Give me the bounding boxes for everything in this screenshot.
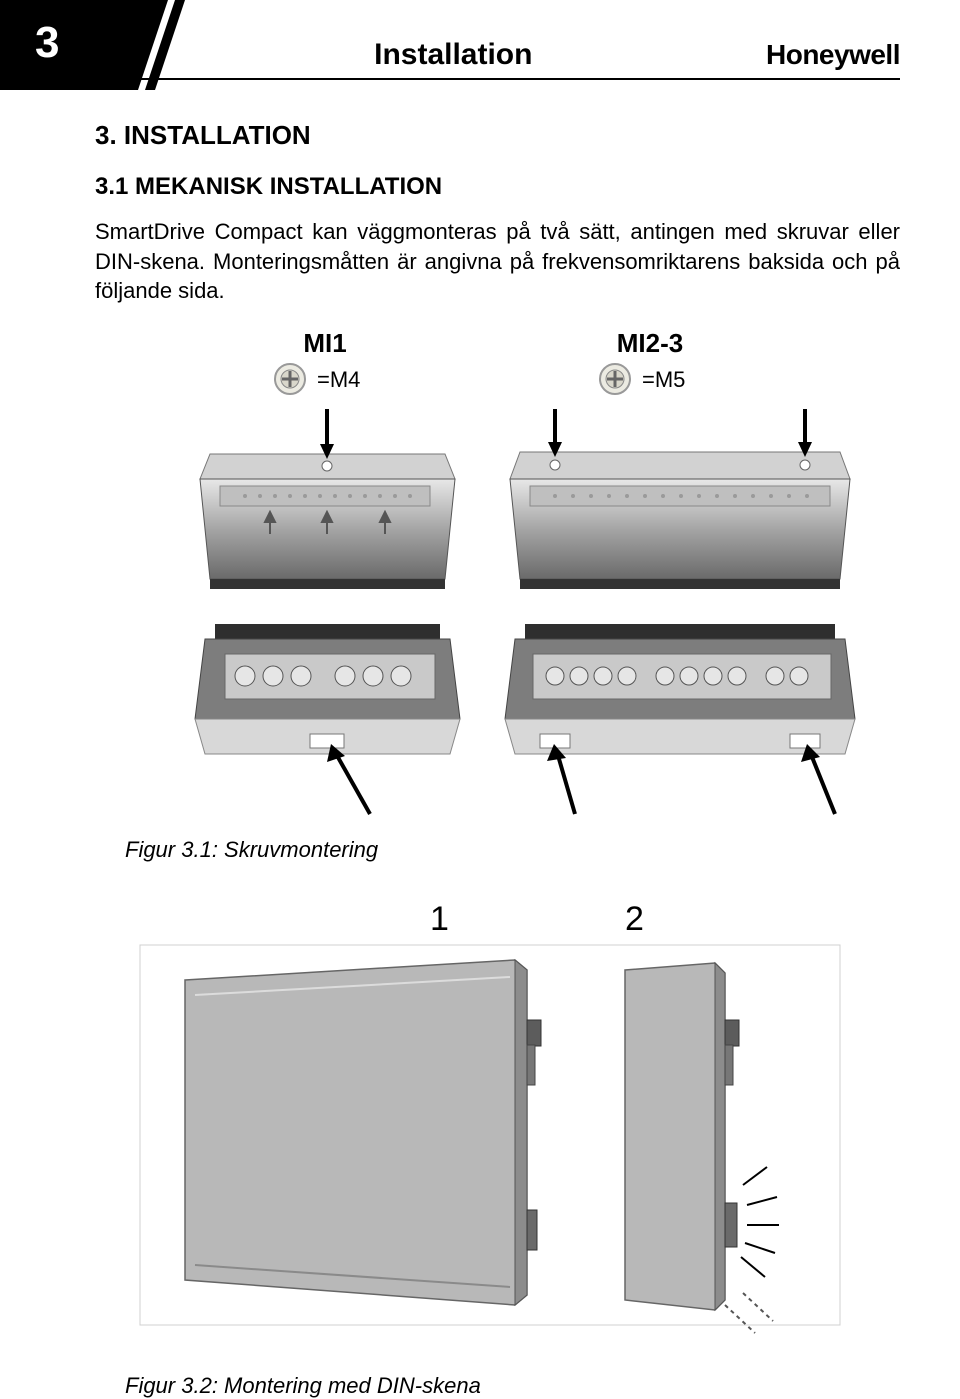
fig1-right-screw: =M5 [642, 367, 685, 392]
body-paragraph: SmartDrive Compact kan väggmonteras på t… [95, 217, 900, 306]
screw-icon [275, 364, 305, 394]
device-mi1-bottom [195, 624, 460, 814]
figure2-caption: Figur 3.2: Montering med DIN-skena [125, 1373, 900, 1399]
device-mi1-top [200, 409, 455, 589]
din-step-1 [185, 960, 541, 1305]
chapter-number: 3 [35, 18, 59, 68]
din-step-2 [625, 963, 779, 1333]
brand-logo: Honeywell [766, 39, 900, 71]
page-number: 9 [95, 39, 141, 71]
device-mi23-top [510, 409, 850, 589]
fig2-label-2: 2 [625, 900, 644, 938]
header-title: Installation [374, 38, 532, 72]
screw-icon [600, 364, 630, 394]
fig1-right-label: MI2-3 [617, 328, 683, 358]
subsection-heading: 3.1 MEKANISK INSTALLATION [95, 173, 900, 201]
page-header: 9 Installation Honeywell [95, 38, 900, 80]
device-mi23-bottom [505, 624, 855, 814]
figure-din-mounting: 1 2 [95, 885, 900, 1365]
page-content: 3. INSTALLATION 3.1 MEKANISK INSTALLATIO… [95, 120, 900, 1399]
fig1-left-label: MI1 [303, 328, 346, 358]
fig2-label-1: 1 [430, 900, 449, 938]
section-heading: 3. INSTALLATION [95, 120, 900, 151]
figure-screw-mounting: MI1 =M4 MI2-3 =M5 [95, 324, 900, 829]
fig1-left-screw: =M4 [317, 367, 360, 392]
figure1-caption: Figur 3.1: Skruvmontering [125, 837, 900, 863]
